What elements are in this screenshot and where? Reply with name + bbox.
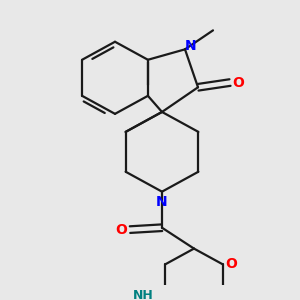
Text: N: N (185, 38, 197, 52)
Text: O: O (232, 76, 244, 89)
Text: N: N (156, 194, 168, 208)
Text: NH: NH (133, 289, 153, 300)
Text: O: O (226, 257, 238, 271)
Text: O: O (115, 223, 127, 237)
